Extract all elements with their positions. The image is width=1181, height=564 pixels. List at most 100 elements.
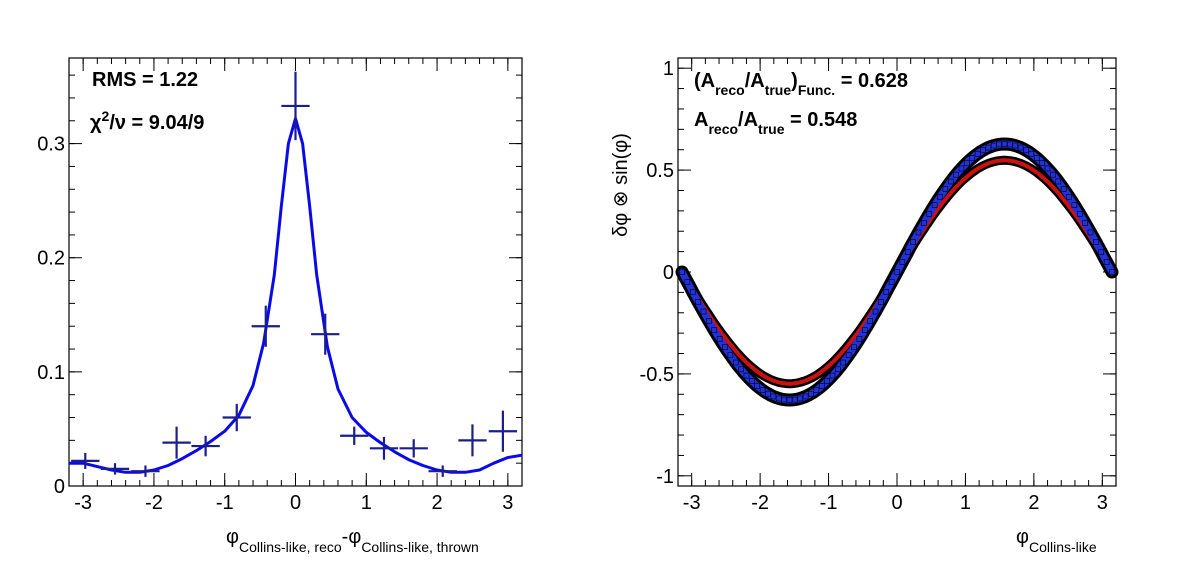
blue-series-marker xyxy=(802,393,809,400)
blue-series-marker xyxy=(985,144,992,151)
x-sub-reco: Collins-like, reco xyxy=(239,539,342,555)
ratio-sub-true: true xyxy=(758,121,785,137)
blue-series-marker xyxy=(910,239,916,245)
blue-series-marker xyxy=(1076,211,1083,217)
blue-series-marker xyxy=(980,147,986,154)
blue-series-marker xyxy=(899,259,906,265)
data-point xyxy=(340,426,369,445)
y-tick-label: 0.2 xyxy=(37,248,65,270)
blue-series-marker xyxy=(700,308,707,315)
func-ratio-label: (Areco/Atrue)Func. = 0.628 xyxy=(694,70,908,98)
blue-series-marker xyxy=(915,229,922,236)
blue-series-marker xyxy=(1007,141,1013,148)
right-axes: -3 -2 -1 0 1 2 3 -1 -0.5 0 0.5 1 xyxy=(640,58,1117,514)
ratio-sub-reco: reco xyxy=(708,121,738,137)
x-tick-label: -1 xyxy=(216,492,234,514)
blue-series-marker xyxy=(1044,165,1051,172)
blue-series-marker xyxy=(878,299,884,305)
blue-series-marker xyxy=(883,289,890,295)
blue-series-marker xyxy=(1017,144,1024,151)
blue-series-marker xyxy=(888,279,895,285)
blue-series-marker xyxy=(711,327,718,333)
x-tick-label: -3 xyxy=(74,492,92,514)
blue-series-marker xyxy=(990,142,997,149)
blue-series-marker xyxy=(786,397,793,403)
blue-series-marker xyxy=(759,387,766,394)
blue-series-marker xyxy=(743,372,750,379)
y-tick-label: -0.5 xyxy=(640,364,674,386)
right-y-axis-title: δφ ⊗ sin(φ) xyxy=(610,133,632,237)
blue-series-marker xyxy=(867,318,873,324)
blue-series-marker xyxy=(706,318,712,324)
x-minus-phi: -φ xyxy=(342,526,362,548)
func-ratio-open: (A xyxy=(694,70,715,92)
right-x-sub: Collins-like xyxy=(1029,539,1097,555)
x-sub-thrown: Collins-like, thrown xyxy=(361,539,478,555)
blue-series-marker xyxy=(840,359,847,366)
right-panel: -3 -2 -1 0 1 2 3-1-0.500.51 (Areco/Atrue)Func.… xyxy=(610,57,1119,555)
blue-series-marker xyxy=(716,336,723,342)
data-point xyxy=(162,426,191,459)
blue-series-marker xyxy=(732,359,739,366)
blue-series-marker xyxy=(1055,178,1062,185)
blue-series-marker xyxy=(749,378,755,384)
blue-series-marker xyxy=(996,141,1002,148)
x-tick-label: 3 xyxy=(1097,492,1108,514)
data-point xyxy=(191,435,220,457)
blue-series-marker xyxy=(1071,202,1078,208)
x-tick-label: 2 xyxy=(1028,492,1039,514)
y-tick-label: 0.5 xyxy=(646,160,674,182)
blue-series-marker xyxy=(969,155,976,161)
blue-series-marker xyxy=(754,383,761,389)
blue-series-marker xyxy=(1087,229,1094,236)
blue-series-marker xyxy=(1098,249,1105,255)
x-tick-label: -3 xyxy=(683,492,701,514)
data-point xyxy=(222,403,251,432)
blue-series-marker xyxy=(797,395,804,402)
x-tick-label: 1 xyxy=(361,492,372,514)
y-tick-label: -1 xyxy=(656,466,674,488)
x-tick-label: 2 xyxy=(432,492,443,514)
ratio-a: A xyxy=(694,109,708,131)
x-tick-label: -2 xyxy=(751,492,769,514)
right-x-axis-title: φCollins-like xyxy=(1016,526,1097,555)
blue-series-marker xyxy=(781,396,787,403)
blue-series-marker xyxy=(689,289,696,295)
blue-series-marker xyxy=(727,352,734,358)
fit-curve xyxy=(69,117,523,474)
data-point xyxy=(458,424,487,457)
data-point xyxy=(100,463,130,475)
blue-series-marker xyxy=(851,344,857,351)
y-tick-label: 0.1 xyxy=(37,362,65,384)
left-axes: -3 -2 -1 0 1 2 3 0 0.1 0.2 0.3 xyxy=(37,58,523,514)
x-tick-label: -1 xyxy=(820,492,838,514)
func-ratio-sub-reco: reco xyxy=(715,82,745,98)
data-point xyxy=(71,452,100,469)
data-point xyxy=(488,410,518,452)
blue-series-marker xyxy=(1033,155,1040,161)
blue-series-marker xyxy=(845,352,852,358)
left-data-points xyxy=(71,71,518,477)
data-point xyxy=(399,439,428,458)
chi2-label: χ2/ν = 9.04/9 xyxy=(90,108,204,134)
func-ratio-sub-true: true xyxy=(765,82,792,98)
x-phi-symbol: φ xyxy=(226,526,239,548)
blue-series-marker xyxy=(695,299,701,305)
rms-label: RMS = 1.22 xyxy=(92,69,198,91)
chi-symbol: χ xyxy=(90,112,102,134)
chi-superscript: 2 xyxy=(102,108,110,124)
x-tick-label: 0 xyxy=(891,492,902,514)
blue-series-marker xyxy=(679,269,685,275)
blue-series-marker xyxy=(953,171,959,178)
blue-series-marker xyxy=(684,279,691,285)
data-point xyxy=(311,313,340,355)
blue-series-marker xyxy=(775,395,782,402)
ratio-label: Areco/Atrue = 0.548 xyxy=(694,109,857,137)
blue-series-marker xyxy=(931,202,938,208)
left-x-axis-title: φCollins-like, reco-φCollins-like, throw… xyxy=(226,526,479,555)
data-point xyxy=(369,436,399,460)
blue-series-marker xyxy=(829,372,836,379)
blue-series-marker xyxy=(856,336,863,342)
